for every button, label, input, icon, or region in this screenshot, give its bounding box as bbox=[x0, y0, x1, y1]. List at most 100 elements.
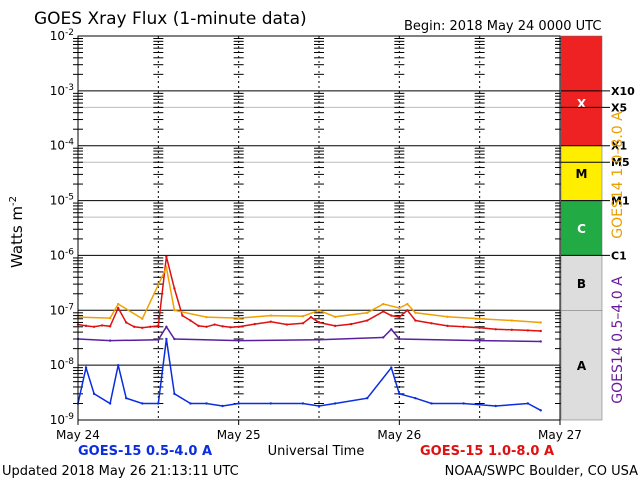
y-tick-label: 10-8 bbox=[50, 357, 75, 372]
class-band-m bbox=[560, 145, 603, 201]
series-point-0 bbox=[406, 309, 409, 312]
series-point-0 bbox=[390, 314, 393, 317]
x-axis-title: Universal Time bbox=[268, 444, 365, 459]
class-label-m: M bbox=[576, 167, 588, 181]
series-point-0 bbox=[92, 325, 96, 328]
series-point-3 bbox=[390, 328, 393, 331]
series-point-1 bbox=[539, 409, 542, 412]
series-point-2 bbox=[173, 309, 176, 312]
series-point-2 bbox=[398, 306, 401, 310]
series-point-3 bbox=[173, 337, 176, 341]
y-tick-label: 10-4 bbox=[50, 138, 75, 153]
updated-timestamp: Updated 2018 May 26 21:13:11 UTC bbox=[2, 464, 239, 479]
y-tick-labels: 10-210-310-410-510-610-710-810-9 bbox=[50, 28, 75, 427]
series-point-0 bbox=[116, 306, 120, 310]
x-tick-label: May 26 bbox=[377, 428, 421, 442]
y-tick-base: 10 bbox=[50, 248, 65, 262]
series-point-1 bbox=[494, 404, 497, 408]
series-point-1 bbox=[398, 392, 401, 396]
credit-text: NOAA/SWPC Boulder, CO USA bbox=[445, 464, 638, 479]
series-group bbox=[76, 255, 542, 412]
flare-level-labels: X10 X5 X1 M5 M1 C1 bbox=[561, 85, 635, 262]
chart-title: GOES Xray Flux (1-minute data) bbox=[34, 9, 307, 29]
series-point-1 bbox=[333, 402, 337, 405]
series-point-3 bbox=[398, 337, 401, 341]
series-point-1 bbox=[157, 402, 160, 405]
y-tick-exponent: -5 bbox=[65, 193, 74, 203]
class-band-c bbox=[560, 200, 603, 256]
series-point-0 bbox=[253, 322, 256, 326]
series-point-1 bbox=[84, 366, 88, 369]
series-point-2 bbox=[478, 317, 481, 320]
flare-level-label: X10 bbox=[611, 85, 635, 98]
y-axis-title-sup: -2 bbox=[8, 196, 19, 206]
series-point-0 bbox=[309, 315, 313, 319]
flare-level-label: X1 bbox=[611, 140, 627, 153]
series-point-2 bbox=[205, 315, 208, 319]
series-point-1 bbox=[165, 337, 168, 341]
series-point-0 bbox=[125, 321, 128, 324]
class-label-a: A bbox=[577, 359, 587, 373]
series-point-2 bbox=[510, 319, 513, 322]
series-point-2 bbox=[141, 317, 144, 320]
y-tick-exponent: -2 bbox=[65, 28, 74, 38]
series-point-0 bbox=[285, 323, 289, 326]
series-point-2 bbox=[301, 315, 305, 318]
y-tick-label: 10-2 bbox=[50, 28, 74, 43]
series-point-0 bbox=[526, 329, 530, 332]
class-band-a bbox=[560, 310, 603, 421]
legend-goes15-long: GOES-15 1.0-8.0 A bbox=[420, 444, 554, 459]
series-point-0 bbox=[462, 325, 465, 328]
y-axis-title-text: Watts m bbox=[8, 206, 26, 268]
right-label-goes14-long: GOES14 1.0–8.0 A bbox=[610, 111, 626, 239]
class-label-x: X bbox=[577, 97, 587, 111]
series-point-3 bbox=[382, 336, 385, 339]
series-point-0 bbox=[446, 324, 449, 328]
x-tick-label: May 25 bbox=[217, 428, 261, 442]
series-point-2 bbox=[317, 309, 321, 312]
y-tick-label: 10-6 bbox=[50, 247, 75, 262]
series-point-0 bbox=[478, 326, 481, 329]
series-point-0 bbox=[197, 324, 200, 328]
series-point-2 bbox=[165, 266, 168, 269]
series-point-3 bbox=[237, 339, 240, 342]
y-tick-base: 10 bbox=[50, 29, 65, 43]
y-tick-base: 10 bbox=[50, 303, 65, 317]
series-point-0 bbox=[189, 319, 192, 322]
y-axis-title: Watts m-2 bbox=[8, 196, 26, 268]
series-point-2 bbox=[446, 315, 449, 319]
series-point-0 bbox=[382, 310, 385, 313]
series-point-1 bbox=[173, 392, 176, 396]
series-point-3 bbox=[478, 339, 481, 342]
y-tick-exponent: -4 bbox=[65, 138, 74, 148]
series-point-0 bbox=[301, 322, 305, 325]
series-point-1 bbox=[125, 396, 128, 400]
series-point-1 bbox=[205, 402, 208, 405]
series-point-1 bbox=[430, 402, 433, 405]
y-tick-exponent: -7 bbox=[65, 302, 74, 312]
series-point-0 bbox=[229, 326, 232, 329]
series-point-0 bbox=[510, 328, 513, 332]
class-label-b: B bbox=[577, 277, 586, 291]
series-point-2 bbox=[333, 315, 337, 319]
y-tick-label: 10-3 bbox=[50, 83, 74, 98]
series-point-2 bbox=[366, 311, 369, 314]
series-point-1 bbox=[108, 402, 112, 405]
class-label-c: C bbox=[577, 222, 586, 236]
series-point-0 bbox=[269, 320, 272, 323]
grid-lines bbox=[73, 35, 565, 421]
series-point-1 bbox=[237, 402, 240, 405]
series-point-1 bbox=[92, 392, 96, 396]
series-point-0 bbox=[149, 325, 152, 328]
series-point-0 bbox=[157, 324, 160, 328]
right-label-goes14-short: GOES14 0.5–4.0 A bbox=[610, 276, 626, 404]
y-tick-exponent: -8 bbox=[65, 357, 74, 367]
series-point-0 bbox=[213, 323, 216, 326]
series-point-1 bbox=[317, 404, 321, 408]
series-point-3 bbox=[165, 325, 168, 328]
y-tick-exponent: -9 bbox=[65, 412, 74, 422]
flare-level-label: C1 bbox=[611, 249, 627, 262]
flare-level-label: M5 bbox=[611, 156, 630, 169]
y-tick-label: 10-7 bbox=[50, 302, 74, 317]
x-tick-label: May 24 bbox=[56, 428, 100, 442]
